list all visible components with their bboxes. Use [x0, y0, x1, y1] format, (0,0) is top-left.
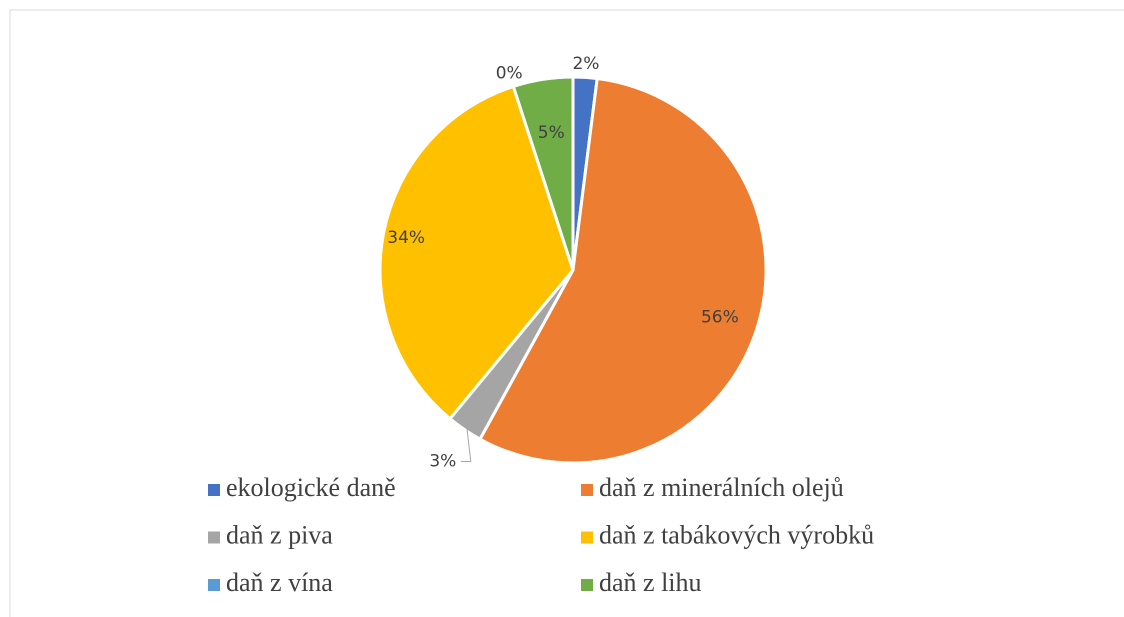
data-label: 2%: [572, 54, 599, 74]
leader-line: [460, 426, 472, 463]
legend-label: daň z piva: [226, 520, 333, 549]
data-label: 5%: [538, 123, 565, 143]
legend-swatch: [208, 531, 220, 544]
legend-swatch: [208, 579, 220, 591]
legend-swatch: [581, 531, 593, 544]
legend-label: daň z minerálních olejů: [599, 473, 844, 502]
pie-slice: [477, 76, 768, 465]
legend-swatch: [208, 484, 220, 496]
legend-label: daň z tabákových výrobků: [599, 520, 874, 549]
legend-swatch: [581, 579, 593, 591]
legend-label: daň z lihu: [599, 568, 702, 597]
data-label: 3%: [429, 452, 456, 472]
pie-slice: [511, 75, 575, 271]
legend-label: daň z vína: [226, 568, 333, 597]
data-label: 56%: [701, 308, 739, 328]
legend-label: ekologické daně: [226, 473, 396, 502]
data-label: 34%: [387, 228, 425, 248]
pie-slice: [378, 84, 575, 421]
legend-swatch: [581, 484, 593, 496]
chart-border: [9, 9, 1124, 617]
data-label: 0%: [496, 64, 523, 84]
